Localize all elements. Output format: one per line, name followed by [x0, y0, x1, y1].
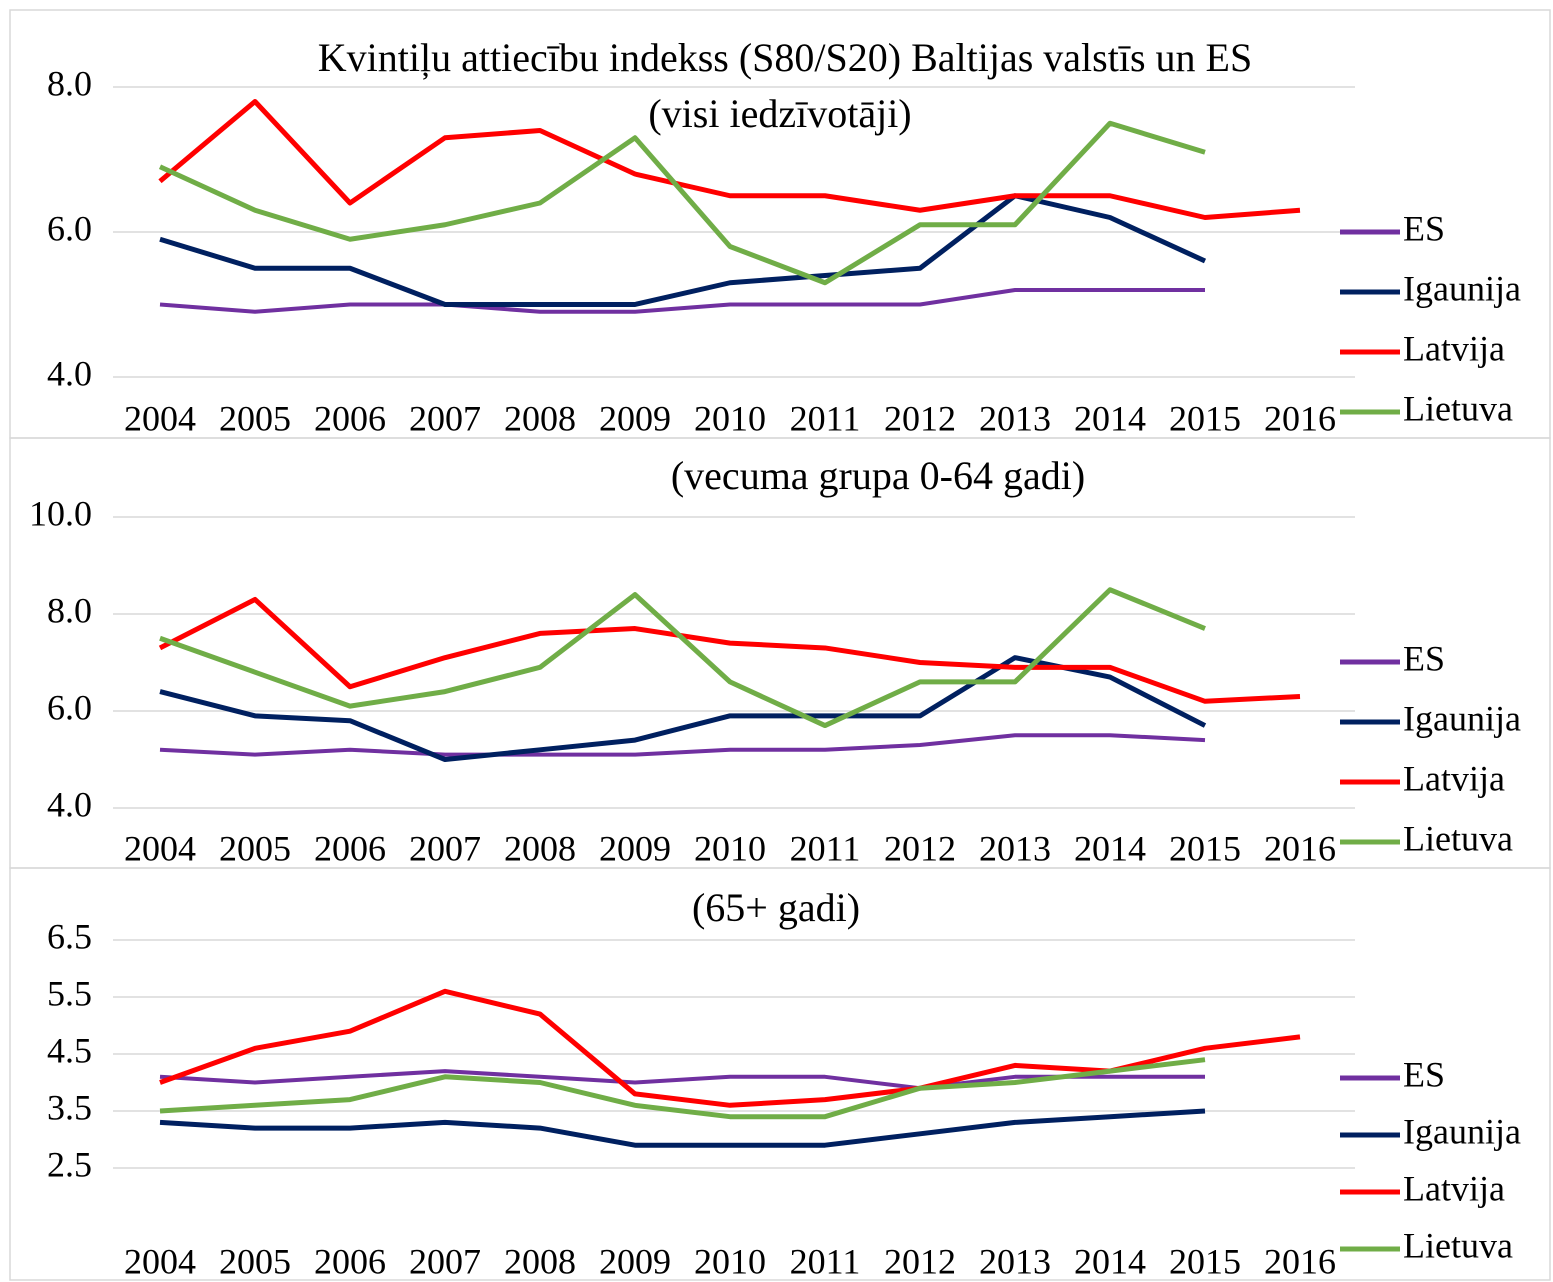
x-tick-label: 2005 [219, 1241, 291, 1281]
x-tick-label: 2010 [694, 1241, 766, 1281]
chart-subtitle: (visi iedzīvotāji) [648, 91, 911, 136]
y-tick-label: 2.5 [47, 1144, 92, 1184]
x-tick-label: 2009 [599, 398, 671, 438]
series-line [159, 1057, 1206, 1120]
series-line [159, 193, 1207, 307]
x-tick-label: 2006 [314, 828, 386, 868]
x-tick-label: 2015 [1169, 828, 1241, 868]
x-tick-label: 2014 [1074, 398, 1146, 438]
x-tick-label: 2006 [314, 1241, 386, 1281]
legend-label: Latvija [1403, 1168, 1505, 1208]
x-tick-label: 2013 [979, 398, 1051, 438]
y-tick-label: 6.0 [47, 687, 92, 727]
chart-title: (vecuma grupa 0-64 gadi) [671, 453, 1085, 498]
legend-label: ES [1403, 1054, 1445, 1094]
legend-label: Lietuva [1403, 1225, 1513, 1265]
x-tick-label: 2004 [124, 1241, 196, 1281]
x-tick-label: 2009 [599, 1241, 671, 1281]
x-tick-label: 2007 [409, 398, 481, 438]
x-tick-label: 2012 [884, 1241, 956, 1281]
x-tick-label: 2014 [1074, 1241, 1146, 1281]
series-line [159, 988, 1301, 1108]
series-line [159, 733, 1206, 757]
x-tick-label: 2005 [219, 828, 291, 868]
x-tick-label: 2016 [1264, 1241, 1336, 1281]
panel-frame [9, 867, 1551, 1281]
x-tick-label: 2010 [694, 398, 766, 438]
y-tick-label: 4.0 [47, 784, 92, 824]
legend-label: Latvija [1403, 328, 1505, 368]
x-tick-label: 2011 [790, 398, 861, 438]
y-tick-label: 5.5 [47, 973, 92, 1013]
panel-frame [9, 437, 1551, 869]
y-tick-label: 6.0 [47, 208, 92, 248]
legend-label: Igaunija [1403, 268, 1521, 308]
y-tick-label: 8.0 [47, 63, 92, 103]
legend-label: Lietuva [1403, 388, 1513, 428]
x-tick-label: 2008 [504, 1241, 576, 1281]
legend-label: ES [1403, 638, 1445, 678]
x-tick-label: 2013 [979, 1241, 1051, 1281]
series-line [158, 120, 1206, 286]
x-tick-label: 2015 [1169, 1241, 1241, 1281]
x-tick-label: 2014 [1074, 828, 1146, 868]
chart-title: Kvintiļu attiecību indekss (S80/S20) Bal… [318, 35, 1252, 80]
x-tick-label: 2016 [1264, 398, 1336, 438]
x-tick-label: 2004 [124, 398, 196, 438]
series-line [159, 288, 1205, 314]
x-tick-label: 2008 [504, 828, 576, 868]
series-line [159, 1069, 1205, 1091]
y-tick-label: 6.5 [47, 916, 92, 956]
x-tick-label: 2008 [504, 398, 576, 438]
x-tick-label: 2013 [979, 828, 1051, 868]
x-tick-label: 2011 [790, 1241, 861, 1281]
y-tick-label: 8.0 [47, 590, 92, 630]
series-line [159, 655, 1207, 762]
x-tick-label: 2016 [1264, 828, 1336, 868]
x-tick-label: 2005 [219, 398, 291, 438]
x-tick-label: 2007 [409, 1241, 481, 1281]
legend-label: Latvija [1403, 758, 1505, 798]
x-tick-label: 2007 [409, 828, 481, 868]
x-tick-label: 2006 [314, 398, 386, 438]
x-tick-label: 2009 [599, 828, 671, 868]
series-line [158, 99, 1301, 220]
y-tick-label: 3.5 [47, 1087, 92, 1127]
x-tick-label: 2012 [884, 828, 956, 868]
series-line [159, 587, 1206, 729]
y-tick-label: 4.0 [47, 353, 92, 393]
x-tick-label: 2010 [694, 828, 766, 868]
series-line [159, 1108, 1206, 1148]
x-tick-label: 2011 [790, 828, 861, 868]
x-tick-label: 2004 [124, 828, 196, 868]
x-tick-label: 2015 [1169, 398, 1241, 438]
y-tick-label: 4.5 [47, 1030, 92, 1070]
y-tick-label: 10.0 [29, 493, 92, 533]
chart-title: (65+ gadi) [692, 885, 860, 930]
x-tick-label: 2012 [884, 398, 956, 438]
legend-label: Lietuva [1403, 818, 1513, 858]
legend-label: ES [1403, 208, 1445, 248]
legend-label: Igaunija [1403, 1111, 1521, 1151]
series-line [158, 596, 1301, 704]
legend-label: Igaunija [1403, 698, 1521, 738]
